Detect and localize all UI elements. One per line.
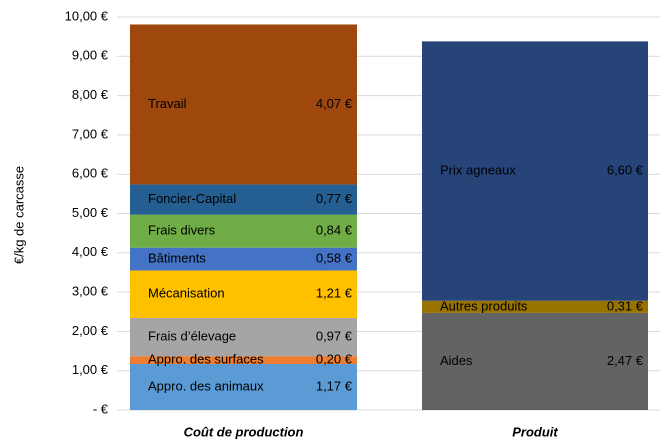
- y-tick-label: 6,00 €: [72, 166, 109, 181]
- segment-name: Frais divers: [148, 223, 216, 238]
- bar-segment: [130, 247, 357, 271]
- bar-segment: [130, 270, 357, 319]
- y-tick-label: 3,00 €: [72, 284, 109, 299]
- segment-name: Autres produits: [440, 298, 528, 313]
- y-tick-label: 4,00 €: [72, 244, 109, 259]
- segment-value-label: 0,31 €: [607, 298, 644, 313]
- segment-name: Bâtiments: [148, 251, 206, 266]
- segment-name: Travail: [148, 96, 187, 111]
- y-tick-label: 1,00 €: [72, 362, 109, 377]
- y-tick-label: 2,00 €: [72, 323, 109, 338]
- bar-segment: [130, 184, 357, 215]
- x-tick-label: Produit: [512, 424, 558, 439]
- segment-value-label: 0,97 €: [316, 329, 353, 344]
- y-axis-label: €/kg de carcasse: [11, 166, 26, 264]
- bar-segment: [130, 24, 357, 185]
- segment-value-label: 6,60 €: [607, 162, 644, 177]
- y-tick-label: 9,00 €: [72, 48, 109, 63]
- segment-value-label: 0,20 €: [316, 352, 353, 367]
- segment-name: Mécanisation: [148, 286, 225, 301]
- bar-segment: [130, 318, 357, 357]
- y-tick-label: 5,00 €: [72, 205, 109, 220]
- bar-segment: [422, 41, 648, 301]
- segment-value-label: 0,84 €: [316, 223, 353, 238]
- x-tick-label: Coût de production: [184, 424, 304, 439]
- bar-segment: [422, 312, 648, 410]
- segment-value-label: 0,77 €: [316, 191, 353, 206]
- segment-value-label: 4,07 €: [316, 96, 353, 111]
- y-tick-label: 8,00 €: [72, 87, 109, 102]
- bar-segment: [130, 356, 357, 365]
- y-tick-label: 10,00 €: [65, 8, 109, 23]
- segment-name: Frais d’élevage: [148, 329, 236, 344]
- segment-name: Appro. des surfaces: [148, 352, 264, 367]
- y-tick-label: 7,00 €: [72, 126, 109, 141]
- segment-value-label: 1,17 €: [316, 378, 353, 393]
- segment-value-label: 2,47 €: [607, 353, 644, 368]
- segment-value-label: 1,21 €: [316, 286, 353, 301]
- bar-segment: [422, 300, 648, 313]
- bar-segment: [130, 214, 357, 248]
- segment-value-label: 0,58 €: [316, 251, 353, 266]
- segment-name: Aides: [440, 353, 473, 368]
- segment-name: Appro. des animaux: [148, 378, 264, 393]
- bar-segment: [130, 364, 357, 410]
- segment-name: Foncier-Capital: [148, 191, 236, 206]
- y-tick-label: - €: [93, 401, 109, 416]
- segment-name: Prix agneaux: [440, 162, 516, 177]
